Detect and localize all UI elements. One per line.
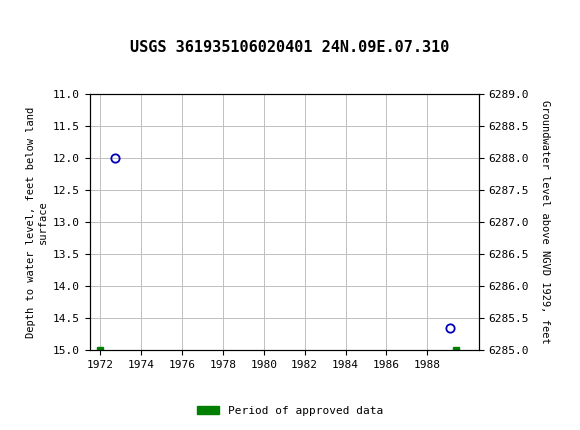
Text: USGS: USGS — [38, 11, 81, 29]
Legend: Period of approved data: Period of approved data — [193, 401, 387, 420]
Y-axis label: Depth to water level, feet below land
surface: Depth to water level, feet below land su… — [26, 107, 48, 338]
Y-axis label: Groundwater level above NGVD 1929, feet: Groundwater level above NGVD 1929, feet — [540, 100, 550, 344]
Text: USGS 361935106020401 24N.09E.07.310: USGS 361935106020401 24N.09E.07.310 — [130, 40, 450, 55]
